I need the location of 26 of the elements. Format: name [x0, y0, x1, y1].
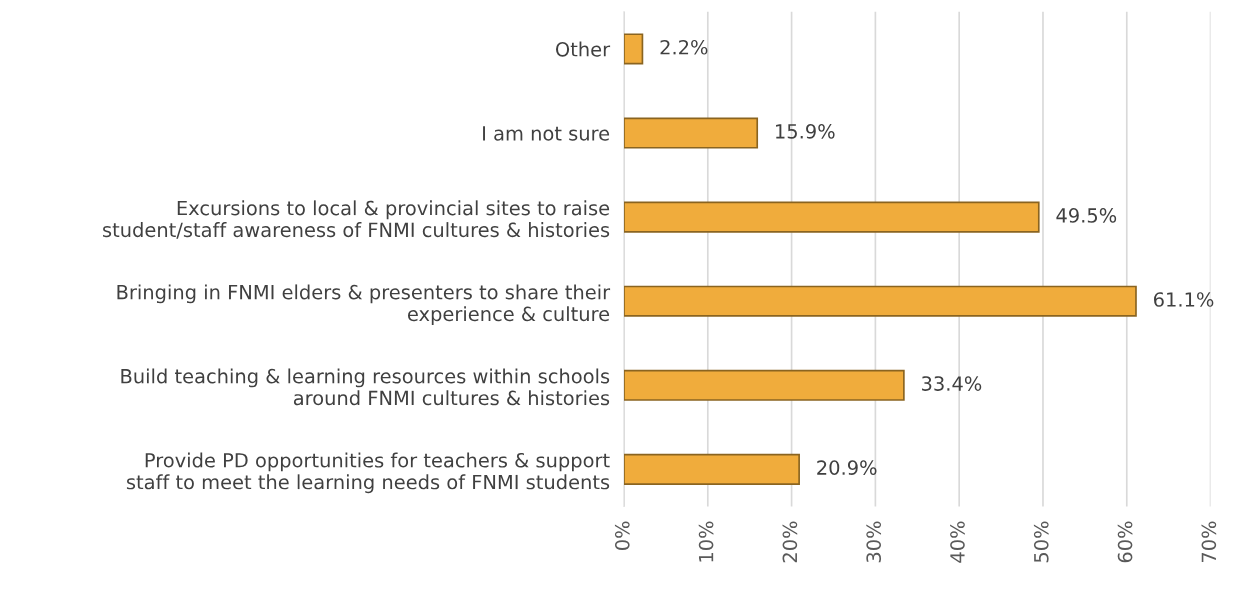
y-tick-label: Other	[555, 41, 611, 57]
bar	[624, 369, 905, 401]
bar	[624, 117, 759, 149]
bar	[624, 201, 1040, 233]
y-tick-label: Build teaching & learning resources within schools around FNMI cultures & histories	[121, 368, 610, 406]
x-tick-label: 30%	[866, 521, 882, 563]
data-label: 15.9%	[776, 123, 835, 139]
x-tick-label: 0%	[614, 521, 630, 550]
x-tick-label: 70%	[1201, 521, 1217, 563]
data-label: 33.4%	[922, 376, 982, 391]
bar	[624, 33, 644, 65]
x-tick-label: 20%	[782, 521, 798, 563]
data-label: 20.9%	[817, 460, 877, 475]
x-tick-label: 60%	[1117, 521, 1133, 563]
y-tick-label: I am not sure	[483, 126, 610, 141]
data-label: 61.1%	[1154, 292, 1214, 307]
x-tick-label: 50%	[1033, 521, 1049, 563]
bar	[624, 453, 800, 485]
y-tick-label: Provide PD opportunities for teachers & support staff to meet the learning needs of FNMI students	[126, 452, 610, 494]
bar	[624, 285, 1137, 317]
y-tick-label: Excursions to local & provincial sites to raise student/staff awareness of FNMI cultures & histories	[103, 200, 610, 239]
x-tick-label: 10%	[698, 521, 714, 562]
x-tick-label: 40%	[950, 521, 965, 563]
data-label: 2.2%	[660, 39, 708, 55]
data-label: 49.5%	[1056, 208, 1117, 223]
y-tick-label: Bringing in FNMI elders & presenters to share their experience & culture	[117, 284, 611, 325]
